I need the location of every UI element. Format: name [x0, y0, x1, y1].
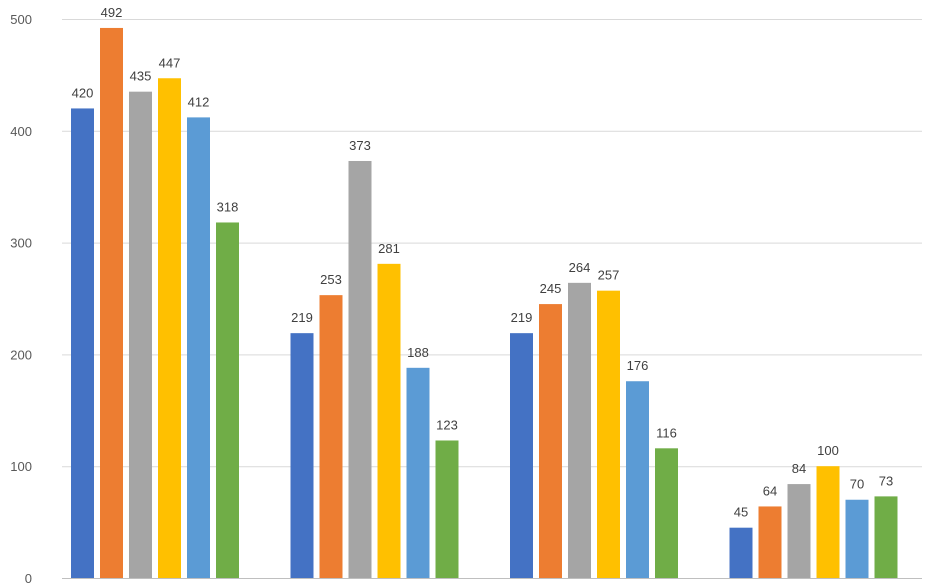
data-label: 447	[159, 55, 181, 70]
data-label: 84	[792, 461, 806, 476]
bar	[845, 499, 869, 578]
data-label: 257	[598, 268, 620, 283]
data-label: 116	[656, 425, 677, 440]
y-tick-label: 200	[10, 347, 32, 362]
bar	[348, 160, 372, 578]
bar	[187, 117, 210, 578]
bar	[626, 381, 649, 578]
bar	[319, 295, 343, 578]
data-label: 373	[349, 138, 371, 153]
data-label: 318	[217, 199, 239, 214]
data-label: 188	[407, 345, 429, 360]
bar	[216, 222, 239, 578]
data-label: 281	[378, 241, 400, 256]
data-label: 492	[101, 5, 123, 20]
bar	[406, 367, 430, 578]
y-tick-label: 0	[25, 571, 32, 586]
y-tick-label: 500	[10, 12, 32, 27]
data-label: 264	[569, 260, 591, 275]
bar	[597, 290, 620, 578]
data-label: 70	[850, 477, 864, 492]
data-label: 412	[188, 94, 210, 109]
bar	[874, 496, 898, 578]
data-label: 219	[291, 310, 313, 325]
data-label: 420	[72, 85, 94, 100]
bar	[510, 333, 533, 578]
bar	[435, 440, 459, 578]
data-label: 219	[511, 310, 533, 325]
bar	[290, 333, 314, 578]
data-label: 245	[540, 281, 562, 296]
data-label: 100	[817, 443, 839, 458]
bar	[655, 448, 678, 578]
data-label: 45	[734, 505, 748, 520]
bar	[758, 506, 782, 578]
y-tick-label: 400	[10, 124, 32, 139]
data-label: 176	[627, 358, 649, 373]
bar	[129, 91, 152, 579]
data-label: 73	[879, 473, 893, 488]
data-label: 123	[436, 417, 458, 432]
bar	[158, 78, 181, 578]
data-label: 64	[763, 483, 777, 498]
bar	[729, 527, 753, 578]
bar	[816, 466, 840, 578]
bar	[100, 27, 123, 579]
bar	[71, 108, 94, 578]
bar	[539, 304, 562, 578]
bar	[787, 484, 811, 578]
y-tick-label: 100	[10, 459, 32, 474]
data-label: 253	[320, 272, 342, 287]
data-label: 435	[130, 69, 152, 84]
bar	[377, 263, 401, 578]
y-tick-label: 300	[10, 236, 32, 251]
bar	[568, 282, 591, 578]
